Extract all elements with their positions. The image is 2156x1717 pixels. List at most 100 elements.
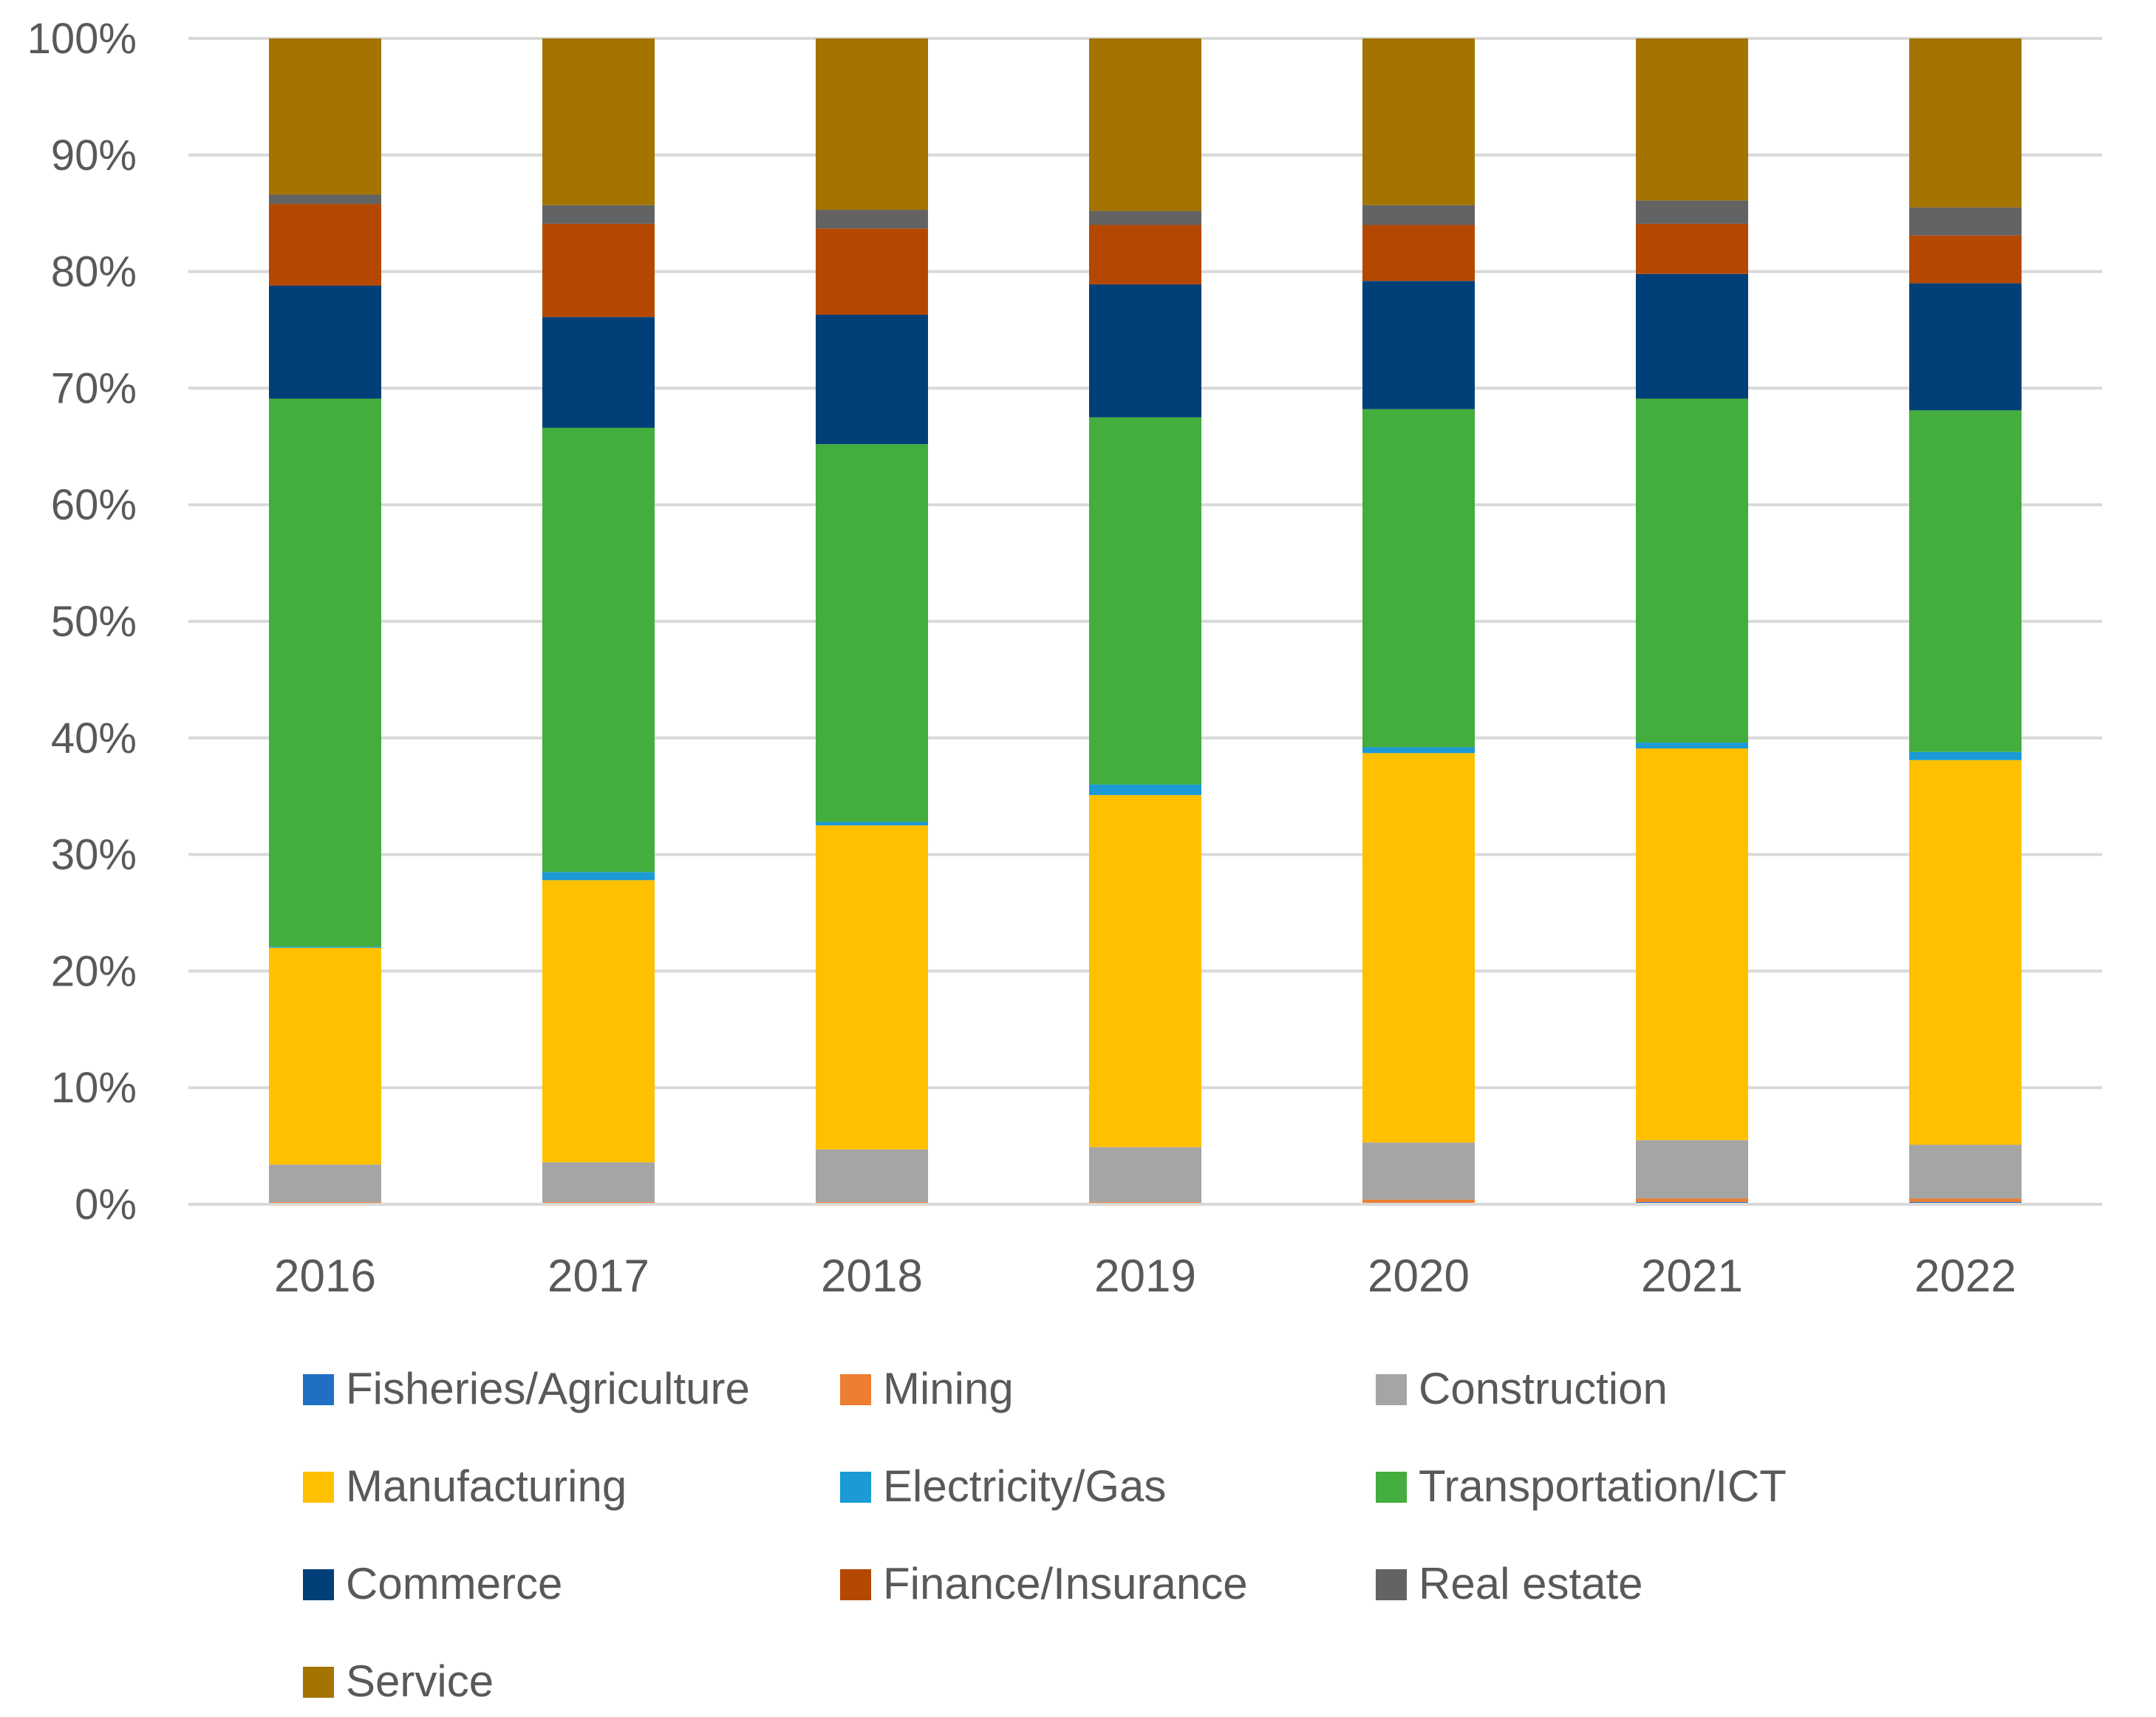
bar-segment-electricity-gas-2017 — [542, 872, 655, 881]
bar-segment-mining-2021 — [1636, 1198, 1748, 1202]
legend-label-real-estate: Real estate — [1419, 1559, 1643, 1608]
bar-segment-finance-insurance-2019 — [1089, 225, 1201, 284]
bar-segment-electricity-gas-2019 — [1089, 784, 1201, 796]
x-tick-label: 2021 — [1641, 1251, 1743, 1302]
bar-segment-electricity-gas-2021 — [1636, 743, 1748, 749]
bar-segment-service-2021 — [1636, 38, 1748, 201]
bar-segment-commerce-2016 — [269, 285, 381, 399]
bar-segment-manufacturing-2021 — [1636, 748, 1748, 1141]
bar-segment-electricity-gas-2022 — [1909, 751, 2022, 760]
bar-segment-construction-2022 — [1909, 1144, 2022, 1199]
bar-segment-construction-2019 — [1089, 1147, 1201, 1202]
bar-segment-manufacturing-2018 — [816, 825, 928, 1150]
bar-segment-transportation-ict-2021 — [1636, 398, 1748, 743]
legend: Fisheries/Agriculture Mining Construction M… — [303, 1364, 1787, 1706]
legend-label-service: Service — [346, 1656, 494, 1706]
bar-segment-commerce-2021 — [1636, 273, 1748, 399]
y-tick-label: 80% — [51, 248, 137, 296]
bar-segment-service-2017 — [542, 38, 655, 205]
bar-segment-service-2018 — [816, 38, 928, 210]
y-tick-label: 100% — [27, 15, 137, 63]
y-tick-label: 10% — [51, 1064, 137, 1112]
legend-swatch-transportation-ict — [1376, 1472, 1407, 1503]
bar-segment-manufacturing-2019 — [1089, 795, 1201, 1147]
bar-segment-manufacturing-2022 — [1909, 759, 2022, 1145]
bar-segment-commerce-2020 — [1362, 281, 1475, 409]
bar-segment-construction-2017 — [542, 1162, 655, 1202]
y-tick-label: 40% — [51, 714, 137, 762]
bar-segment-electricity-gas-2018 — [816, 822, 928, 826]
bar-segment-transportation-ict-2019 — [1089, 417, 1201, 785]
bar-segment-real-estate-2019 — [1089, 211, 1201, 225]
bar-segment-construction-2021 — [1636, 1140, 1748, 1199]
bar-segment-real-estate-2020 — [1362, 205, 1475, 225]
legend-label-construction: Construction — [1419, 1364, 1668, 1413]
bar-segment-commerce-2017 — [542, 317, 655, 429]
bar-segment-commerce-2018 — [816, 314, 928, 445]
bar-segment-real-estate-2016 — [269, 194, 381, 205]
bar-segment-electricity-gas-2020 — [1362, 747, 1475, 754]
bar-segment-mining-2018 — [816, 1201, 928, 1204]
bar-segment-mining-2016 — [269, 1201, 381, 1204]
y-tick-label: 90% — [51, 132, 137, 180]
bar-segment-service-2022 — [1909, 38, 2022, 208]
bar-segment-finance-insurance-2021 — [1636, 223, 1748, 274]
bar-segment-transportation-ict-2017 — [542, 428, 655, 873]
y-tick-label: 50% — [51, 598, 137, 646]
legend-swatch-mining — [840, 1374, 871, 1405]
bar-segment-transportation-ict-2020 — [1362, 409, 1475, 748]
bar-segment-finance-insurance-2018 — [816, 228, 928, 315]
bar-segment-transportation-ict-2018 — [816, 444, 928, 822]
legend-label-commerce: Commerce — [346, 1559, 562, 1608]
bar-segment-mining-2020 — [1362, 1199, 1475, 1204]
legend-label-finance-insurance: Finance/Insurance — [883, 1559, 1248, 1608]
x-tick-label: 2017 — [547, 1251, 649, 1302]
legend-swatch-service — [303, 1667, 334, 1698]
legend-label-transportation-ict: Transportation/ICT — [1419, 1461, 1787, 1511]
bar-segment-real-estate-2017 — [542, 205, 655, 224]
bar-segment-construction-2016 — [269, 1164, 381, 1202]
bar-segment-transportation-ict-2016 — [269, 398, 381, 947]
bar-segment-finance-insurance-2022 — [1909, 235, 2022, 284]
x-tick-label: 2020 — [1368, 1251, 1470, 1302]
y-tick-label: 0% — [75, 1181, 137, 1229]
bar-segment-service-2020 — [1362, 38, 1475, 205]
y-tick-label: 30% — [51, 831, 137, 879]
bar-segment-manufacturing-2020 — [1362, 753, 1475, 1143]
bar-segment-manufacturing-2017 — [542, 880, 655, 1163]
x-tick-label: 2016 — [274, 1251, 376, 1302]
bar-segment-construction-2020 — [1362, 1142, 1475, 1200]
y-tick-label: 70% — [51, 364, 137, 412]
legend-label-manufacturing: Manufacturing — [346, 1461, 627, 1511]
bar-segment-commerce-2022 — [1909, 283, 2022, 411]
bar-segment-mining-2022 — [1909, 1198, 2022, 1202]
legend-swatch-real-estate — [1376, 1569, 1407, 1600]
legend-label-electricity-gas: Electricity/Gas — [883, 1461, 1166, 1511]
bar-segment-mining-2019 — [1089, 1201, 1201, 1204]
bar-segment-finance-insurance-2020 — [1362, 225, 1475, 281]
bar-segment-service-2019 — [1089, 38, 1201, 211]
legend-swatch-construction — [1376, 1374, 1407, 1405]
bar-segment-finance-insurance-2016 — [269, 204, 381, 286]
bar-segment-real-estate-2021 — [1636, 200, 1748, 224]
bar-segment-service-2016 — [269, 38, 381, 195]
bar-segment-finance-insurance-2017 — [542, 223, 655, 318]
bar-segment-construction-2018 — [816, 1149, 928, 1202]
legend-label-fisheries-agriculture: Fisheries/Agriculture — [346, 1364, 750, 1413]
axes: 0% 10% 20% 30% 40% 50% 60% 70% 80% 90% 100% 2016 201… — [27, 15, 2102, 1302]
bar-segment-transportation-ict-2022 — [1909, 410, 2022, 752]
bar-segment-mining-2017 — [542, 1201, 655, 1204]
legend-swatch-finance-insurance — [840, 1569, 871, 1600]
bar-segment-electricity-gas-2016 — [269, 946, 381, 948]
x-tick-label: 2018 — [821, 1251, 923, 1302]
bar-segment-real-estate-2018 — [816, 209, 928, 229]
bar-segment-manufacturing-2016 — [269, 947, 381, 1165]
legend-swatch-commerce — [303, 1569, 334, 1600]
y-tick-label: 20% — [51, 947, 137, 995]
y-tick-label: 60% — [51, 481, 137, 529]
legend-swatch-manufacturing — [303, 1472, 334, 1503]
x-tick-label: 2019 — [1094, 1251, 1196, 1302]
bar-segment-real-estate-2022 — [1909, 207, 2022, 236]
